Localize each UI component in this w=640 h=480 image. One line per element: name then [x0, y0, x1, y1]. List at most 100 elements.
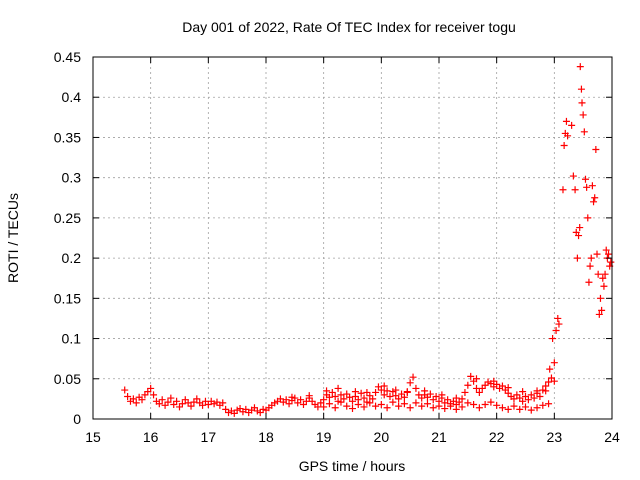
data-point [406, 404, 414, 412]
data-point [510, 395, 518, 403]
data-point [504, 384, 512, 392]
data-point [607, 258, 615, 266]
data-point [504, 405, 512, 413]
data-point [187, 402, 195, 410]
data-point [357, 389, 365, 397]
x-tick-label: 16 [143, 429, 159, 445]
data-point [580, 128, 588, 136]
data-point [409, 373, 417, 381]
data-point [158, 396, 166, 404]
data-point [383, 387, 391, 395]
data-point [412, 399, 420, 407]
data-point [549, 335, 557, 343]
data-point [584, 214, 592, 222]
data-point [366, 399, 374, 407]
data-point [199, 401, 207, 409]
data-point [288, 393, 296, 401]
y-tick-label: 0.25 [54, 210, 81, 226]
data-point [386, 392, 394, 400]
data-point [550, 359, 558, 367]
data-point [452, 394, 460, 402]
data-point [590, 198, 598, 206]
data-point [343, 402, 351, 410]
x-tick-label: 23 [547, 429, 563, 445]
data-point [147, 384, 155, 392]
data-point [490, 383, 498, 391]
y-tick-label: 0.35 [54, 129, 81, 145]
grid-lines [93, 57, 612, 419]
y-tick-label: 0.1 [62, 331, 82, 347]
data-point [429, 404, 437, 412]
data-point [599, 274, 607, 282]
data-point [282, 396, 290, 404]
data-point [164, 398, 172, 406]
axis-ticks [92, 56, 613, 420]
data-point [577, 85, 585, 93]
data-point [447, 402, 455, 410]
data-point [193, 395, 201, 403]
data-point [178, 400, 186, 408]
data-point [519, 388, 527, 396]
data-point [545, 400, 553, 408]
data-point [400, 400, 408, 408]
y-axis-label: ROTI / TECUs [5, 193, 21, 283]
data-point [498, 404, 506, 412]
data-point [519, 397, 527, 405]
data-point [377, 386, 385, 394]
data-point [389, 398, 397, 406]
data-point [461, 388, 469, 396]
data-point [320, 396, 328, 404]
data-point [464, 399, 472, 407]
data-point [331, 392, 339, 400]
y-tick-label: 0.15 [54, 290, 81, 306]
data-point [598, 306, 606, 314]
data-point [380, 382, 388, 390]
data-point [121, 386, 129, 394]
data-point [426, 390, 434, 398]
data-point [124, 392, 132, 400]
data-point [583, 183, 591, 191]
data-point [377, 401, 385, 409]
x-tick-label: 20 [374, 429, 390, 445]
data-point [578, 99, 586, 107]
data-point [444, 396, 452, 404]
data-point [132, 399, 140, 407]
data-point [395, 395, 403, 403]
data-point [467, 372, 475, 380]
data-point [325, 393, 333, 401]
data-point [601, 270, 609, 278]
data-point [594, 270, 602, 278]
data-point [493, 401, 501, 409]
y-tick-label: 0.05 [54, 371, 81, 387]
data-point [435, 402, 443, 410]
x-tick-label: 15 [85, 429, 101, 445]
data-point [351, 388, 359, 396]
data-point [530, 394, 538, 402]
data-point [555, 320, 563, 328]
data-point [346, 393, 354, 401]
data-point [360, 403, 368, 411]
data-point [323, 387, 331, 395]
x-axis-label: GPS time / hours [299, 458, 406, 474]
data-point [554, 314, 562, 322]
data-point [421, 387, 429, 395]
x-axis-tick-labels: 15 16 17 18 19 20 21 22 23 24 [85, 429, 620, 445]
data-point [400, 393, 408, 401]
y-axis-tick-labels: 0 0.05 0.1 0.15 0.2 0.25 0.3 0.35 0.4 0.45 [54, 49, 81, 427]
data-point [441, 405, 449, 413]
data-point [600, 282, 608, 290]
data-point [305, 392, 313, 400]
data-point [354, 401, 362, 409]
data-point [337, 398, 345, 406]
data-point [569, 172, 577, 180]
data-point [472, 375, 480, 383]
x-tick-label: 18 [258, 429, 274, 445]
data-point [392, 386, 400, 394]
data-point [602, 246, 610, 254]
data-point [458, 403, 466, 411]
data-point [536, 392, 544, 400]
data-point [545, 378, 553, 386]
data-point [533, 387, 541, 395]
data-points [121, 63, 615, 417]
data-point [487, 398, 495, 406]
